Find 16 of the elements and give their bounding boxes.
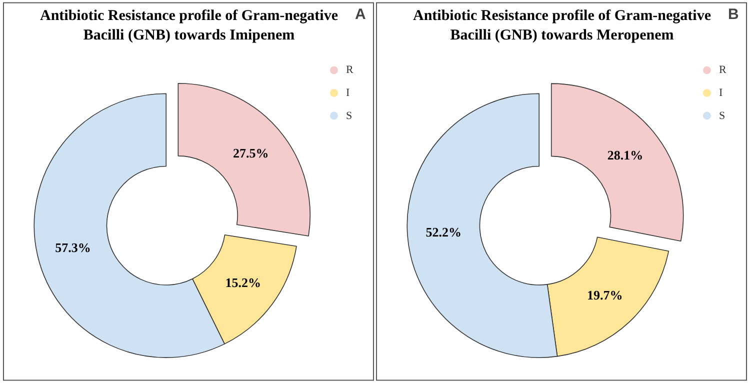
chart-title: Antibiotic Resistance profile of Gram-negative Bacilli (GNB) towards Meropenem	[413, 8, 712, 44]
legend-label: I	[346, 87, 350, 99]
text: B	[728, 6, 739, 23]
data-label: 52.2%	[426, 224, 462, 240]
text: A	[355, 6, 366, 23]
legend-label: S	[719, 110, 726, 122]
data-label: 27.5%	[233, 146, 269, 161]
legend-label: I	[719, 87, 723, 99]
legend-label: S	[346, 110, 352, 122]
chart-title: Antibiotic Resistance profile of Gram-negative Bacilli (GNB) towards Imipenem	[40, 8, 338, 44]
data-label: 15.2%	[225, 274, 262, 290]
data-label: 28.1%	[607, 147, 644, 162]
data-label: 19.7%	[586, 288, 623, 303]
legend-label: R	[719, 64, 727, 76]
data-label: 57.3%	[55, 240, 91, 255]
legend-label: R	[346, 64, 354, 76]
